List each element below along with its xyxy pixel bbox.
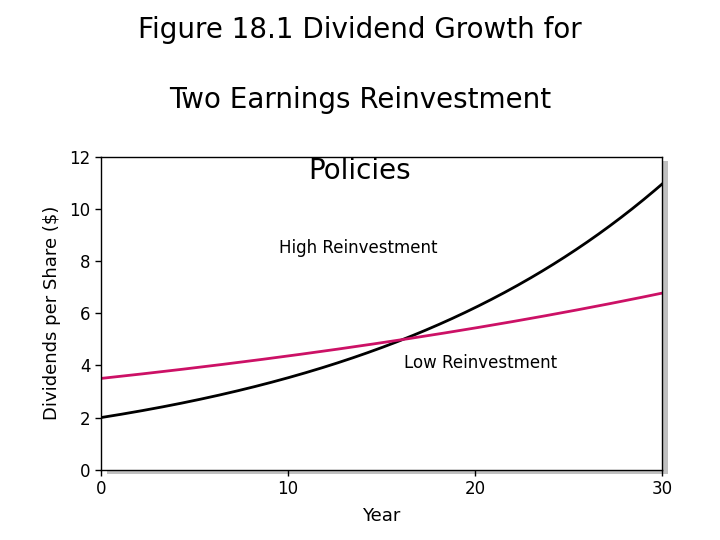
- X-axis label: Year: Year: [362, 507, 401, 524]
- Text: High Reinvestment: High Reinvestment: [279, 239, 437, 257]
- Y-axis label: Dividends per Share ($): Dividends per Share ($): [42, 206, 60, 420]
- Text: Two Earnings Reinvestment: Two Earnings Reinvestment: [169, 86, 551, 114]
- Text: Low Reinvestment: Low Reinvestment: [404, 354, 557, 372]
- Text: Figure 18.1 Dividend Growth for: Figure 18.1 Dividend Growth for: [138, 16, 582, 44]
- Bar: [101, 470, 662, 509]
- Text: Policies: Policies: [309, 157, 411, 185]
